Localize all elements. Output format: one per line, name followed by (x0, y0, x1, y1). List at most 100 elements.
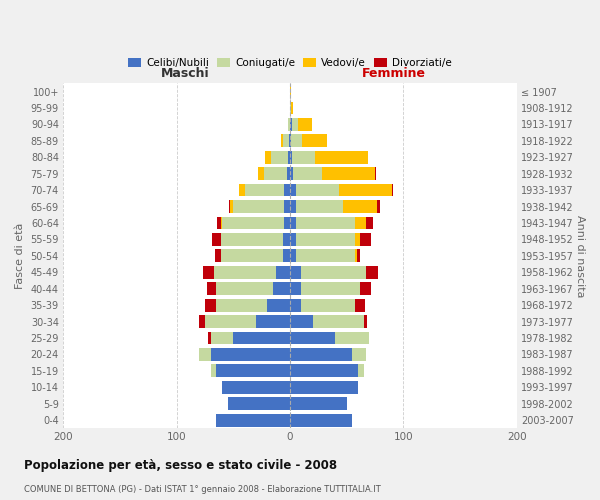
Bar (296, 200, 343, 213)
Bar (245, 184, 284, 196)
Bar (199, 315, 205, 328)
Bar (296, 233, 355, 246)
Bar (290, 398, 347, 410)
Bar (343, 200, 377, 213)
Bar (313, 315, 364, 328)
Bar (221, 216, 222, 230)
Bar (271, 151, 288, 164)
Bar (284, 184, 290, 196)
Bar (205, 298, 216, 312)
Bar (222, 216, 284, 230)
Text: COMUNE DI BETTONA (PG) - Dati ISTAT 1° gennaio 2008 - Elaborazione TUTTITALIA.IT: COMUNE DI BETTONA (PG) - Dati ISTAT 1° g… (24, 485, 381, 494)
Bar (283, 134, 289, 147)
Bar (290, 200, 296, 213)
Bar (298, 118, 311, 131)
Bar (208, 332, 211, 344)
Bar (355, 216, 366, 230)
Bar (290, 282, 301, 295)
Bar (227, 398, 290, 410)
Bar (217, 216, 221, 230)
Bar (233, 332, 290, 344)
Bar (212, 233, 221, 246)
Bar (221, 250, 283, 262)
Legend: Celibi/Nubili, Coniugati/e, Vedovi/e, Divorziati/e: Celibi/Nubili, Coniugati/e, Vedovi/e, Di… (124, 54, 456, 72)
Bar (290, 151, 292, 164)
Bar (283, 250, 290, 262)
Bar (361, 282, 371, 295)
Bar (290, 85, 291, 98)
Bar (215, 250, 221, 262)
Bar (199, 348, 211, 361)
Bar (292, 151, 315, 164)
Bar (364, 315, 367, 328)
Bar (290, 118, 292, 131)
Bar (290, 298, 301, 312)
Bar (288, 118, 290, 131)
Bar (352, 348, 366, 361)
Bar (290, 364, 358, 377)
Bar (273, 282, 290, 295)
Bar (205, 315, 256, 328)
Bar (296, 184, 339, 196)
Bar (221, 233, 283, 246)
Bar (216, 414, 290, 426)
Bar (283, 233, 290, 246)
Bar (301, 298, 355, 312)
Bar (290, 102, 291, 114)
Bar (211, 348, 290, 361)
Bar (265, 151, 271, 164)
Bar (222, 381, 290, 394)
Bar (281, 134, 283, 147)
Bar (216, 364, 290, 377)
Bar (366, 266, 379, 278)
Bar (302, 134, 328, 147)
Bar (229, 200, 230, 213)
Bar (277, 266, 290, 278)
Bar (339, 184, 392, 196)
Bar (230, 200, 233, 213)
Bar (290, 233, 296, 246)
Bar (291, 134, 302, 147)
Bar (355, 250, 357, 262)
Bar (290, 168, 293, 180)
Bar (284, 216, 290, 230)
Bar (301, 266, 366, 278)
Bar (377, 200, 380, 213)
Bar (287, 168, 290, 180)
Bar (290, 216, 296, 230)
Bar (211, 364, 216, 377)
Bar (296, 216, 355, 230)
Bar (216, 282, 273, 295)
Bar (290, 184, 296, 196)
Bar (292, 118, 298, 131)
Bar (293, 168, 322, 180)
Bar (358, 364, 364, 377)
Y-axis label: Anni di nascita: Anni di nascita (575, 214, 585, 297)
Bar (239, 184, 245, 196)
Bar (322, 168, 375, 180)
Bar (258, 168, 264, 180)
Bar (256, 315, 290, 328)
Bar (290, 348, 352, 361)
Bar (290, 332, 335, 344)
Bar (267, 298, 290, 312)
Bar (392, 184, 393, 196)
Bar (290, 266, 301, 278)
Bar (366, 216, 373, 230)
Text: Maschi: Maschi (161, 67, 210, 80)
Bar (216, 298, 267, 312)
Bar (290, 315, 313, 328)
Bar (290, 381, 358, 394)
Bar (203, 266, 214, 278)
Bar (207, 282, 216, 295)
Bar (289, 134, 290, 147)
Bar (284, 200, 290, 213)
Bar (290, 250, 296, 262)
Bar (375, 168, 376, 180)
Bar (264, 168, 287, 180)
Bar (291, 102, 293, 114)
Bar (214, 266, 277, 278)
Text: Femmine: Femmine (362, 67, 427, 80)
Bar (355, 298, 365, 312)
Bar (301, 282, 361, 295)
